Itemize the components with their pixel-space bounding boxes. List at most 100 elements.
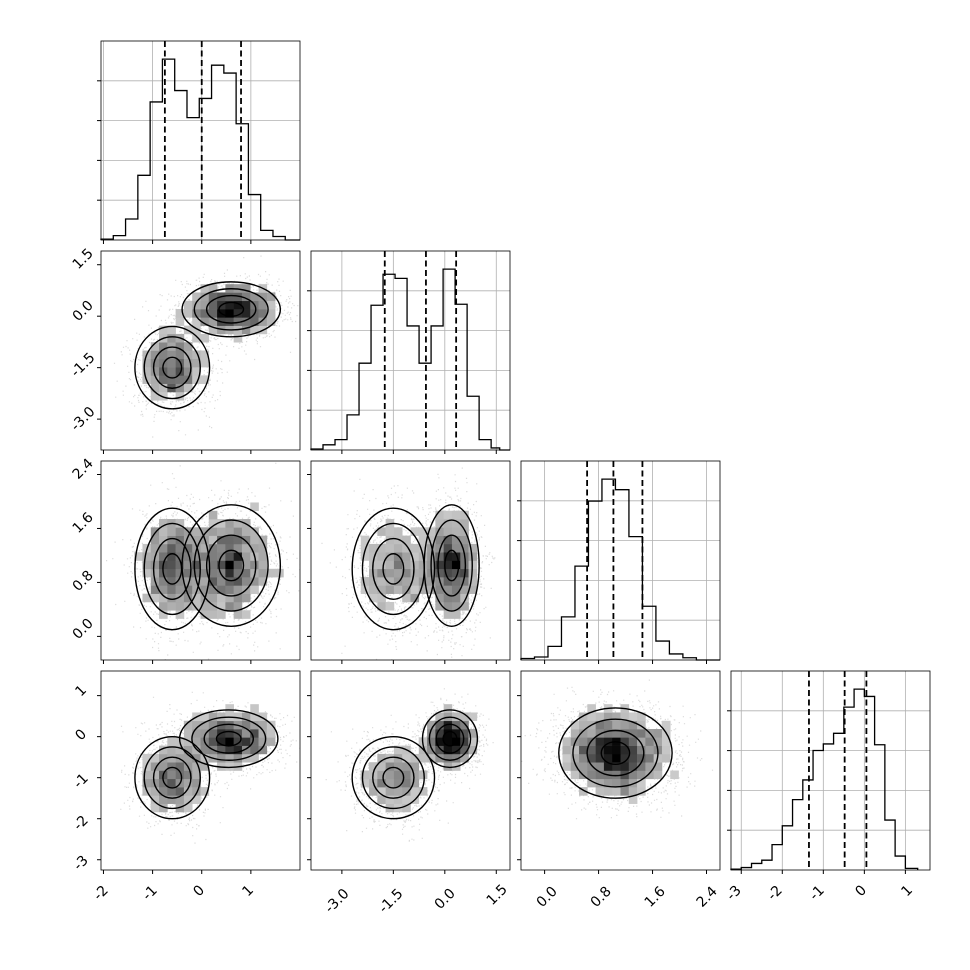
density-cell [183, 770, 193, 780]
density-cell [175, 383, 185, 393]
density-cell [385, 527, 395, 536]
density-cell [360, 552, 370, 561]
density-cell [579, 729, 588, 738]
density-cell [443, 519, 453, 528]
density-cell [217, 543, 226, 553]
density-contour [600, 741, 631, 766]
density-cell [435, 720, 444, 730]
density-cell [393, 560, 403, 570]
density-cell [175, 560, 185, 570]
density-cell [628, 712, 638, 722]
density-cell [385, 762, 395, 771]
density-cell [217, 519, 226, 528]
density-cell [402, 593, 411, 603]
density-cell [393, 585, 403, 594]
density-cell [241, 543, 251, 553]
density-cell [200, 300, 210, 310]
density-cell [192, 292, 201, 302]
density-contour [162, 356, 183, 379]
density-cell [241, 610, 251, 619]
density-cell [570, 745, 580, 755]
density-contour [143, 336, 201, 400]
density-cell [468, 568, 478, 578]
y-tick-label: 1.5 [70, 246, 97, 273]
density-cell [443, 745, 453, 755]
density-cell [435, 737, 444, 746]
density-cell [410, 770, 420, 780]
density-cell [427, 753, 436, 763]
density-cell [435, 519, 444, 528]
density-cell [175, 770, 185, 780]
density-cell [369, 585, 378, 594]
density-cell [443, 601, 453, 611]
density-contour [444, 549, 460, 582]
density-cell [183, 803, 193, 813]
density-cell [443, 543, 453, 553]
density-cell [250, 317, 259, 326]
density-cell [377, 585, 386, 594]
density-contour [572, 718, 659, 788]
density-cell [579, 753, 588, 763]
density-cell [393, 770, 403, 780]
density-cell [167, 787, 176, 796]
density-cell [233, 585, 243, 594]
density-cell [175, 762, 185, 771]
density-cell [225, 309, 234, 318]
density-contour [218, 549, 245, 582]
density-cell [175, 610, 185, 619]
density-cell [175, 795, 185, 804]
density-cell [208, 720, 218, 730]
density-cell [159, 342, 168, 351]
density-cell [443, 610, 453, 619]
density-cell [241, 552, 251, 561]
density-cell [208, 593, 218, 603]
density-cell [451, 585, 461, 594]
density-cell [435, 712, 444, 722]
density-cell [603, 712, 613, 722]
density-cell [233, 309, 243, 318]
density-cell [183, 585, 193, 594]
density-cell [175, 787, 185, 796]
density-cell [468, 712, 478, 722]
density-cell [183, 358, 193, 368]
panel-background [101, 41, 300, 240]
density-cell [402, 762, 411, 771]
density-contour [351, 735, 436, 820]
density-cell [142, 358, 152, 368]
density-cell [402, 568, 411, 578]
density-cell [637, 737, 646, 746]
density-cell [150, 543, 160, 553]
density-cell [402, 585, 411, 594]
density-cell [192, 795, 201, 804]
density-cell [159, 577, 168, 586]
x-tick-label: 1.5 [484, 882, 511, 909]
x-tick-labels-p0: -2 -1 0 1 [91, 882, 257, 903]
density-cell [241, 577, 251, 586]
density-cell [192, 762, 201, 771]
density-panel-2-3 [517, 670, 721, 874]
density-cell [159, 745, 168, 755]
density-cell [225, 292, 234, 302]
density-cell [460, 510, 469, 520]
density-cell [612, 712, 621, 722]
density-cell [167, 568, 176, 578]
density-cell [159, 753, 168, 763]
density-cell [150, 527, 160, 536]
density-contour [203, 723, 255, 754]
density-cell [435, 568, 444, 578]
density-cell [620, 753, 630, 763]
density-cell [385, 560, 395, 570]
density-cell [167, 350, 176, 360]
density-cell [208, 560, 218, 570]
density-cell [385, 568, 395, 578]
density-cell [200, 577, 210, 586]
density-cell [628, 795, 638, 804]
density-cell [167, 770, 176, 780]
density-cell [183, 577, 193, 586]
density-contour [162, 766, 183, 789]
density-cell [167, 375, 176, 384]
density-cell [369, 552, 378, 561]
density-cell [159, 543, 168, 553]
density-cell [200, 358, 210, 368]
density-cell [435, 585, 444, 594]
